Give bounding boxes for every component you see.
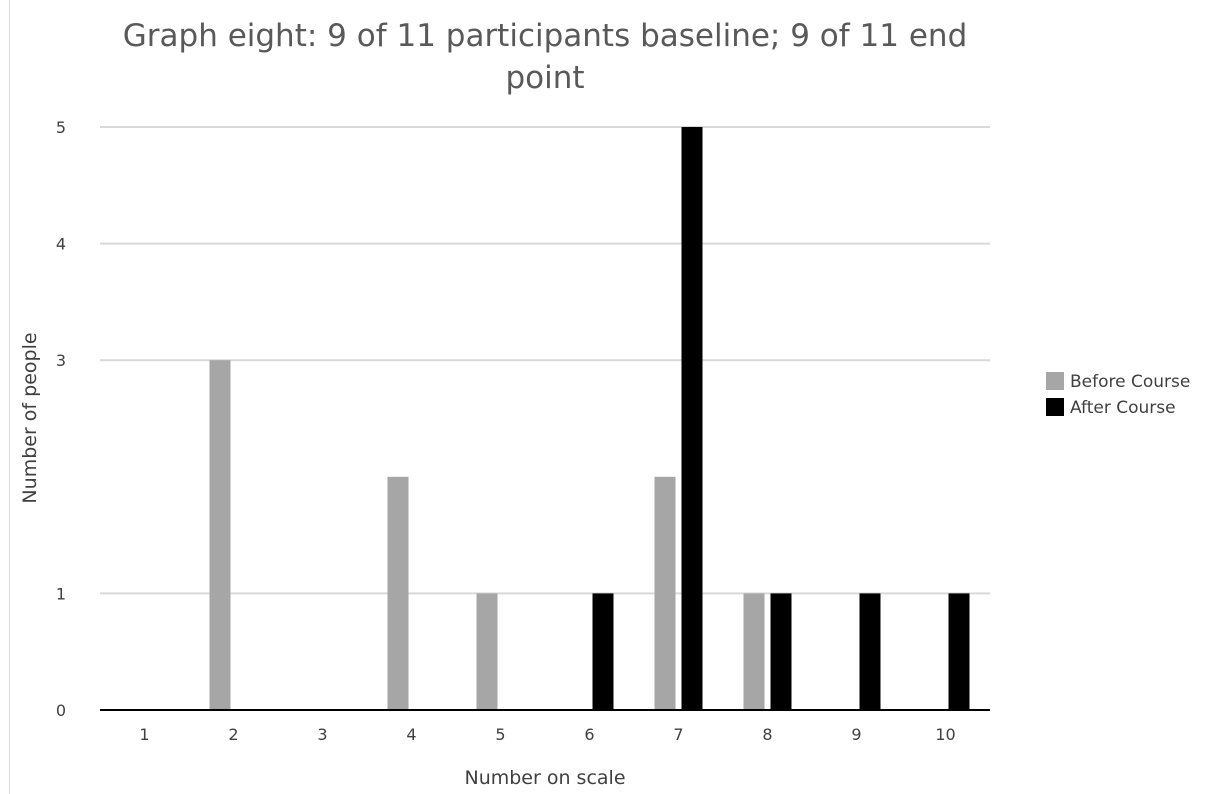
bar-after-8 [770,593,792,710]
x-tick-label: 1 [139,725,149,744]
x-axis-label: Number on scale [464,767,625,789]
legend-swatch-after [1046,398,1064,416]
chart-title: Graph eight: 9 of 11 participants baseli… [123,18,968,96]
bar-before-4 [387,476,409,710]
y-tick-label: 0 [56,701,66,720]
legend-swatch-before [1046,372,1064,390]
left-border-line [9,0,10,794]
y-axis-label: Number of people [19,332,41,503]
bar-before-5 [476,593,498,710]
x-tick-label: 10 [935,725,955,744]
bar-after-9 [859,593,881,710]
bar-before-7 [654,476,676,710]
chart-title-line-2: point [505,60,584,96]
x-tick-label: 8 [762,725,772,744]
bar-before-8 [743,593,765,710]
y-tick-label: 5 [56,118,66,137]
bar-after-10 [948,593,970,710]
y-tick-label: 1 [56,584,66,603]
x-tick-label: 7 [673,725,683,744]
x-tick-label: 3 [317,725,327,744]
x-tick-label: 5 [495,725,505,744]
x-tick-label: 2 [228,725,238,744]
bar-before-2 [209,360,231,710]
x-tick-label: 6 [584,725,594,744]
y-tick-label: 4 [56,235,66,254]
bar-after-6 [592,593,614,710]
legend-label-before: Before Course [1070,372,1190,392]
bar-after-7 [681,127,703,710]
legend-label-after: After Course [1070,398,1176,418]
chart-title-line-1: Graph eight: 9 of 11 participants baseli… [123,18,968,54]
x-tick-labels: 1 2 3 4 5 6 7 8 9 10 [139,725,955,744]
x-tick-label: 4 [406,725,416,744]
y-tick-label: 3 [56,351,66,370]
gridlines [100,126,990,595]
x-tick-label: 9 [851,725,861,744]
bars [209,127,970,710]
legend: Before Course After Course [1046,372,1190,418]
y-tick-labels: 0 1 3 4 5 [56,118,66,720]
